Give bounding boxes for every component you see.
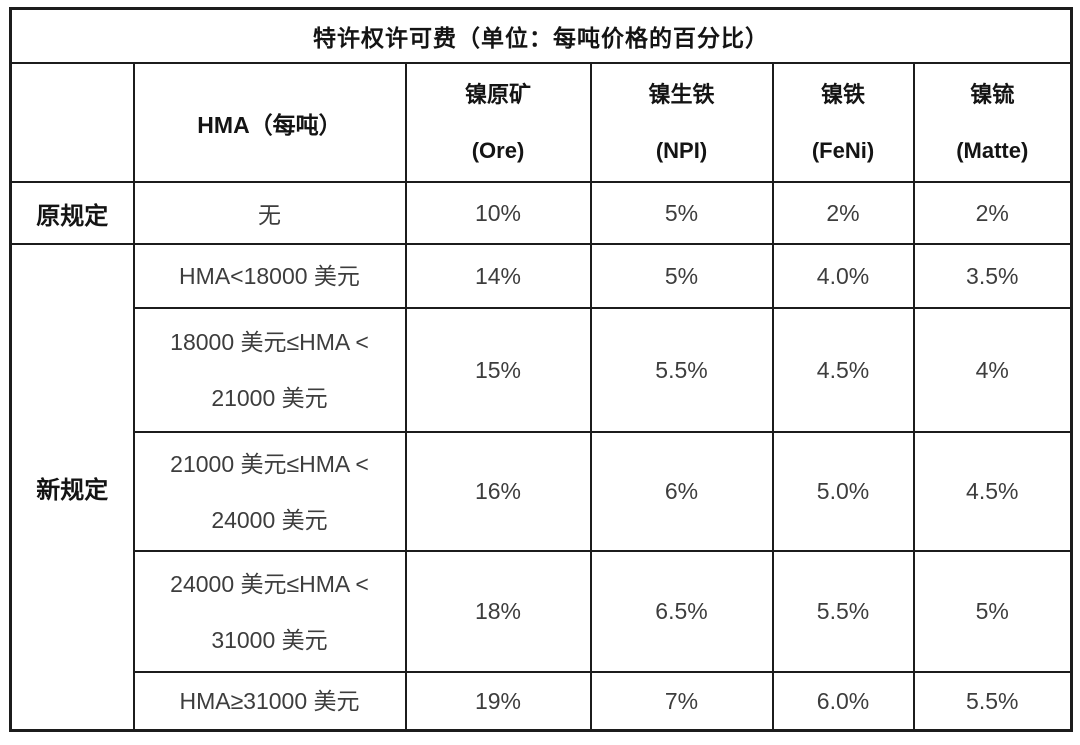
- new-rule-ore: 18%: [404, 550, 592, 673]
- new-rule-feni: 4.0%: [771, 243, 915, 309]
- table-title: 特许权许可费（单位：每吨价格的百分比）: [9, 7, 1073, 64]
- new-rule-ore: 16%: [404, 431, 592, 552]
- new-rule-npi: 5%: [589, 243, 774, 309]
- header-col-npi: 镍生铁 (NPI): [589, 62, 774, 183]
- new-rule-npi: 5.5%: [589, 307, 774, 433]
- new-rule-matte: 3.5%: [912, 243, 1073, 309]
- old-rule-label: 原规定: [9, 181, 135, 245]
- old-rule-feni: 2%: [771, 181, 915, 245]
- new-rule-hma-range: 24000 美元≤HMA < 31000 美元: [132, 550, 407, 673]
- header-col-ore: 镍原矿 (Ore): [404, 62, 592, 183]
- old-rule-row: 原规定 无 10% 5% 2% 2%: [9, 181, 1073, 245]
- new-rule-npi: 6%: [589, 431, 774, 552]
- table-header-row: HMA（每吨） 镍原矿 (Ore) 镍生铁 (NPI) 镍铁 (FeNi) 镍锍…: [9, 62, 1073, 183]
- new-rule-feni: 5.0%: [771, 431, 915, 552]
- new-rule-npi: 6.5%: [589, 550, 774, 673]
- new-rule-hma-range: 21000 美元≤HMA < 24000 美元: [132, 431, 407, 552]
- royalty-fee-table: 特许权许可费（单位：每吨价格的百分比） HMA（每吨） 镍原矿 (Ore) 镍生…: [9, 7, 1073, 732]
- new-rule-ore: 15%: [404, 307, 592, 433]
- new-rule-matte: 4%: [912, 307, 1073, 433]
- new-rule-row: 新规定 HMA<18000 美元 14% 5% 4.0% 3.5%: [9, 243, 1073, 732]
- header-col-matte: 镍锍 (Matte): [912, 62, 1073, 183]
- new-rule-row: 21000 美元≤HMA < 24000 美元 16% 6% 5.0% 4.5%: [11, 431, 1073, 552]
- header-corner-cell: [9, 62, 135, 183]
- new-rule-hma-range: 18000 美元≤HMA < 21000 美元: [132, 307, 407, 433]
- new-rule-ore: 19%: [404, 671, 592, 732]
- old-rule-npi: 5%: [589, 181, 774, 245]
- old-rule-ore: 10%: [404, 181, 592, 245]
- new-rule-hma-range: HMA≥31000 美元: [132, 671, 407, 732]
- new-rule-matte: 4.5%: [912, 431, 1073, 552]
- header-col-feni: 镍铁 (FeNi): [771, 62, 915, 183]
- new-rule-row: 18000 美元≤HMA < 21000 美元 15% 5.5% 4.5% 4%: [11, 307, 1073, 433]
- new-rule-feni: 5.5%: [771, 550, 915, 673]
- new-rule-hma-range: HMA<18000 美元: [132, 243, 407, 309]
- table-title-row: 特许权许可费（单位：每吨价格的百分比）: [9, 7, 1073, 64]
- header-hma: HMA（每吨）: [132, 62, 407, 183]
- new-rule-label: 新规定: [9, 243, 135, 732]
- new-rule-ore: 14%: [404, 243, 592, 309]
- new-rule-matte: 5%: [912, 550, 1073, 673]
- new-rule-row: HMA≥31000 美元 19% 7% 6.0% 5.5%: [11, 671, 1073, 732]
- old-rule-matte: 2%: [912, 181, 1073, 245]
- new-rule-feni: 6.0%: [771, 671, 915, 732]
- new-rule-matte: 5.5%: [912, 671, 1073, 732]
- new-rule-row: 24000 美元≤HMA < 31000 美元 18% 6.5% 5.5% 5%: [11, 550, 1073, 673]
- old-rule-hma: 无: [132, 181, 407, 245]
- new-rule-feni: 4.5%: [771, 307, 915, 433]
- new-rule-npi: 7%: [589, 671, 774, 732]
